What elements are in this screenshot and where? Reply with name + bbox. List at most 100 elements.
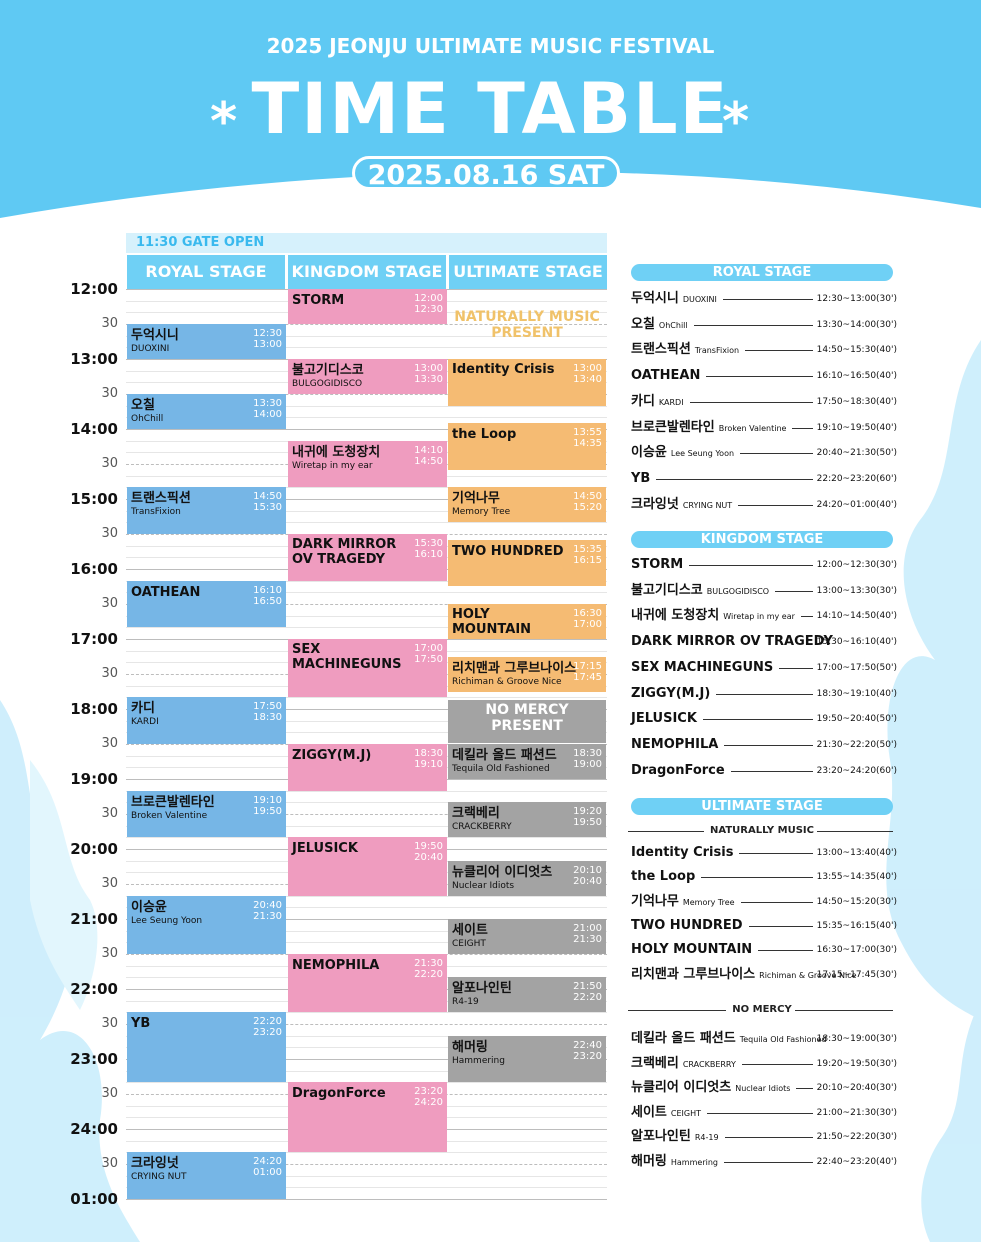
leader-line <box>694 324 813 326</box>
performance-time: 20:10~20:40(30') <box>816 1083 897 1093</box>
grid-line <box>126 895 607 897</box>
performer-name-text: 크라잉넛 <box>631 496 679 512</box>
performer-name: NEMOPHILA <box>631 736 718 754</box>
performance-time: 13:00~13:30(30') <box>816 585 897 596</box>
performer-subname: Lee Seung Yoon <box>131 915 203 926</box>
grid-line <box>126 1070 607 1072</box>
end-time: 15:20 <box>573 502 602 514</box>
performer-name: NEMOPHILA <box>292 958 380 973</box>
kingdom-performance-block: DARK MIRROR OV TRAGEDY 15:30 16:10 <box>288 534 447 581</box>
kingdom-stage-list-header: KINGDOM STAGE <box>631 531 893 548</box>
performer-name: ZIGGY(M.J) <box>631 685 710 703</box>
performer-subname: OhChill <box>658 320 688 330</box>
time-label: 14:00 <box>70 420 118 438</box>
performer-subname: DUOXINI <box>131 344 170 354</box>
time-label: 30 <box>101 316 118 331</box>
snowflake-icon: * <box>210 92 238 152</box>
schedule-row: ZIGGY(M.J) 18:30~19:10(40') <box>631 685 901 705</box>
grid-line <box>126 1187 607 1189</box>
performer-name-text: the Loop <box>631 869 696 885</box>
gate-open-label: 11:30 GATE OPEN <box>126 233 607 253</box>
performer-subname: Broken Valentine <box>131 810 208 821</box>
performer-name: DragonForce <box>292 1086 386 1102</box>
performer-name: 내귀에 도청장치 Wiretap in my ear <box>631 607 795 626</box>
performer-name-text: STORM <box>631 557 684 572</box>
grid-line <box>126 627 607 629</box>
kingdom-performance-block: 내귀에 도청장치 Wiretap in my ear 14:10 14:50 <box>288 440 447 488</box>
schedule-row: STORM 12:00~12:30(30') <box>631 556 901 576</box>
performer-name: 기억나무 <box>452 491 500 507</box>
performer-name-text: HOLY MOUNTAIN <box>631 942 753 958</box>
performer-name: the Loop <box>452 427 517 443</box>
start-time: 15:30 <box>414 538 443 549</box>
performer-name: STORM <box>292 293 345 308</box>
performer-name-text: ZIGGY(M.J) <box>631 685 711 701</box>
leader-line <box>739 853 813 854</box>
performer-name: 알포나인틴 R4-19 <box>631 1128 719 1147</box>
end-time: 18:30 <box>253 712 282 724</box>
start-time: 16:10 <box>253 584 282 596</box>
time-label: 18:00 <box>70 700 118 718</box>
performer-name-text: 알포나인틴 <box>631 1129 691 1144</box>
performer-subname: R4-19 <box>694 1133 719 1142</box>
time-label: 30 <box>101 456 118 471</box>
performer-name: 크랙베리 <box>452 806 500 822</box>
end-time: 14:35 <box>573 438 602 450</box>
performer-name: 트랜스픽션 TransFixion <box>631 341 739 360</box>
end-time: 23:20 <box>253 1027 282 1039</box>
leader-line <box>690 401 813 403</box>
time-label: 19:00 <box>70 770 118 788</box>
performer-subname: Hammering <box>670 1157 718 1167</box>
ultimate-performance-block: 리치맨과 그루브나이스 Richiman & Groove Nice 17:15 17… <box>448 656 606 692</box>
end-time: 17:00 <box>573 619 602 630</box>
performer-subname: Tequila Old Fashioned <box>452 764 550 774</box>
schedule-row: 알포나인틴 R4-19 21:50~22:20(30') <box>631 1128 901 1148</box>
end-time: 13:40 <box>573 374 602 385</box>
performer-name-text: 뉴클리어 이디엇츠 <box>631 1080 732 1095</box>
performer-name-text: TWO HUNDRED <box>631 917 743 933</box>
performer-subname: Hammering <box>452 1055 505 1066</box>
festival-name: 2025 JEONJU ULTIMATE MUSIC FESTIVAL <box>266 34 715 58</box>
end-time: 15:30 <box>253 502 282 514</box>
performer-name: 두억시니 DUOXINI <box>631 290 717 309</box>
performer-subname: CRACKBERRY <box>452 822 512 833</box>
performance-time: 15:30~16:10(40') <box>816 637 897 648</box>
grid-line <box>126 615 607 617</box>
grid-line <box>126 1152 607 1154</box>
performer-name: 브로큰발렌타인 <box>131 794 215 810</box>
performance-time: 20:40~21:30(50') <box>816 448 897 459</box>
start-time: 13:00 <box>414 363 443 374</box>
time-label: 30 <box>101 386 118 401</box>
grid-line <box>126 510 607 512</box>
performance-time: 23:20~24:20(60') <box>816 765 897 776</box>
kingdom-performance-block: STORM 12:00 12:30 <box>288 289 447 324</box>
start-time: 13:55 <box>573 427 602 439</box>
schedule-row: 두억시니 DUOXINI 12:30~13:00(30') <box>631 290 901 310</box>
performer-subname: TransFixion <box>694 346 740 356</box>
performance-time: 17:00~17:50(50') <box>816 662 897 673</box>
performer-name: 알포나인틴 <box>452 981 512 997</box>
grid-line <box>126 930 607 932</box>
grid-line <box>126 324 607 325</box>
royal-performance-block: 두억시니 DUOXINI 12:30 13:00 <box>127 324 286 359</box>
grid-line <box>126 394 607 395</box>
ultimate-performance-block: HOLY MOUNTAIN 16:30 17:00 <box>448 604 606 639</box>
end-time: 22:20 <box>573 992 602 1004</box>
grid-line <box>126 592 607 594</box>
performance-time: 21:50~22:20(30') <box>816 1132 897 1142</box>
end-time: 16:50 <box>253 595 282 607</box>
performance-time: 21:30~22:20(50') <box>816 739 897 750</box>
grid-line <box>126 825 607 827</box>
end-time: 21:30 <box>573 934 602 945</box>
time-label: 30 <box>101 1086 118 1101</box>
no-mercy-present-block: NO MERCY PRESENT <box>448 699 606 743</box>
grid-line <box>126 347 607 349</box>
performer-subname: Richiman & Groove Nice <box>759 970 857 980</box>
performer-name: YB <box>631 470 650 488</box>
performer-name-text: SEX MACHINEGUNS <box>631 659 774 675</box>
start-time: 19:10 <box>253 794 282 806</box>
performer-name: 크라잉넛 CRYING NUT <box>631 496 732 515</box>
end-time: 12:30 <box>414 304 443 315</box>
ultimate-performance-block: Identity Crisis 13:00 13:40 <box>448 359 606 406</box>
leader-line <box>724 1161 813 1163</box>
